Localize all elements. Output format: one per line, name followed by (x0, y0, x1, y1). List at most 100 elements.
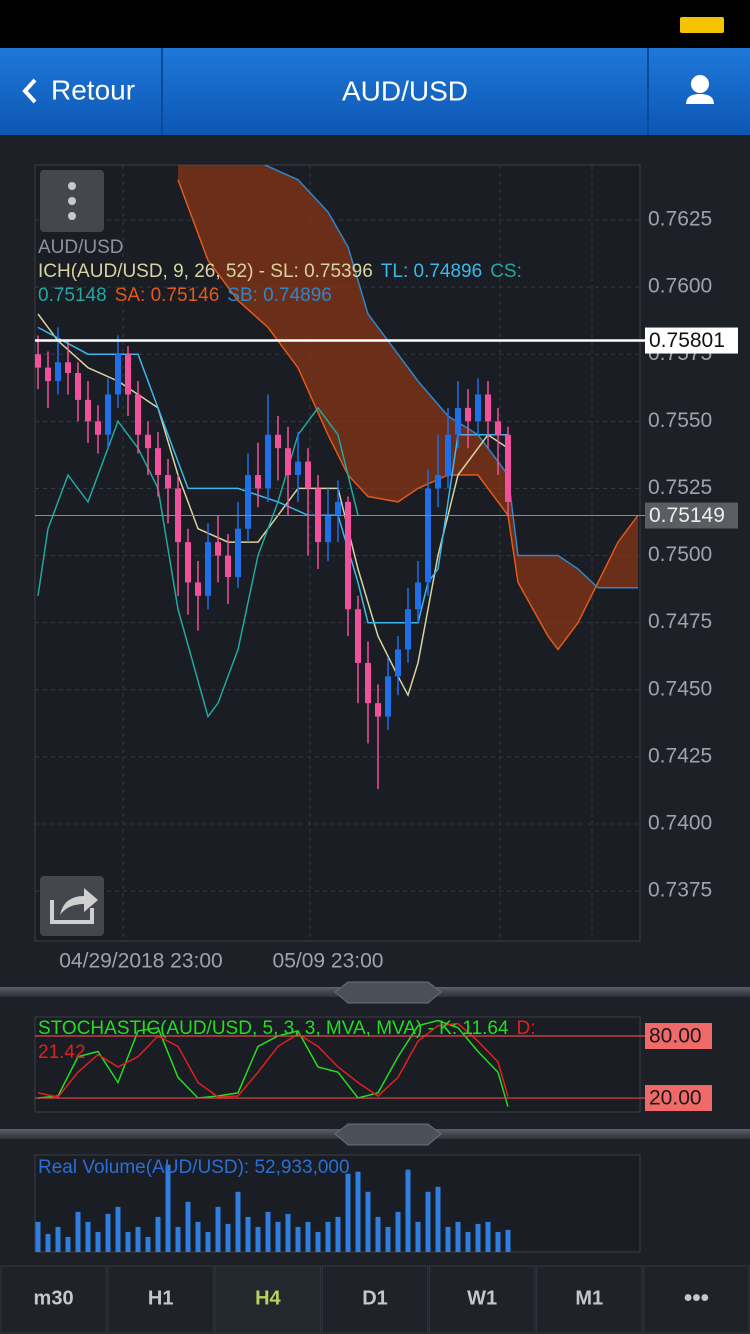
back-button[interactable]: Retour (22, 74, 135, 105)
stochastic-panel (34, 1016, 641, 1113)
candle-body (265, 434, 271, 489)
volume-bar (145, 1236, 151, 1252)
timeframe-tab[interactable]: H1 (107, 1265, 214, 1334)
candle-body (295, 461, 301, 476)
candle-body (305, 461, 311, 489)
back-label: Retour (51, 74, 135, 105)
legend-line: Real Volume(AUD/USD): 52,933,000 (38, 1157, 350, 1178)
candle-body (355, 609, 361, 663)
user-head (691, 75, 709, 93)
y-tick-label: 0.7525 (648, 476, 712, 499)
plot-overlay: 0.76250.76000.75750.75500.75250.75000.74… (35, 208, 738, 973)
tab-label: D1 (362, 1287, 388, 1309)
candle-body (205, 542, 211, 596)
candle-body (405, 609, 411, 650)
volume-bar (415, 1221, 421, 1252)
symbol-label: AUD/USD (38, 237, 124, 258)
volume-bar (315, 1231, 321, 1252)
plot (35, 1164, 511, 1252)
candle-body (425, 488, 431, 583)
tab-bg (321, 1265, 429, 1334)
legend-text: CS: (490, 261, 522, 282)
candle-body (145, 434, 151, 449)
candle-body (365, 662, 371, 704)
volume-bar (185, 1201, 191, 1252)
nav-bar (0, 48, 750, 135)
candle-body (55, 362, 61, 382)
legend-text: ICH(AUD/USD, 9, 26, 52) - SL: 0.75396 (38, 261, 373, 282)
candle-body (445, 434, 451, 476)
candle-body (435, 475, 441, 489)
volume-bar (35, 1221, 41, 1252)
x-tick-label: 05/09 23:00 (273, 950, 384, 973)
candle-body (335, 501, 341, 516)
legend-text: D: (517, 1018, 536, 1039)
volume-bar (375, 1216, 381, 1252)
user-body (686, 94, 714, 104)
plots: 0.76250.76000.75750.75500.75250.75000.74… (35, 165, 738, 1252)
legend-line: STOCHASTIC(AUD/USD, 5, 3, 3, MVA, MVA) -… (38, 1018, 536, 1039)
candle-body (85, 399, 91, 422)
tab-bg (107, 1265, 214, 1334)
volume-bar (95, 1231, 101, 1252)
candle-body (35, 354, 41, 368)
tab-label: W1 (467, 1287, 497, 1309)
timeframe-tab[interactable]: ••• (643, 1265, 750, 1334)
candle-body (215, 542, 221, 556)
volume-bar (195, 1221, 201, 1252)
candle-body (385, 676, 391, 717)
candle-body (465, 407, 471, 422)
timeframe-tab[interactable]: M1 (536, 1265, 643, 1334)
menu-button[interactable] (40, 170, 104, 232)
candle-body (245, 475, 251, 529)
volume-bar (365, 1191, 371, 1252)
timeframe-tab[interactable]: m30 (0, 1265, 107, 1334)
legend-line: 21.42 (38, 1042, 86, 1063)
legend-text: 21.42 (38, 1042, 86, 1063)
candle-body (505, 434, 511, 502)
volume-bar (115, 1206, 121, 1252)
y-tick-label: 0.7625 (648, 208, 712, 231)
level-label-bg (645, 1023, 712, 1050)
share-bg (40, 876, 104, 936)
tab-label: ••• (684, 1284, 709, 1311)
volume-bar (505, 1229, 511, 1252)
volume-bar (345, 1173, 351, 1252)
level-label-bg (645, 1085, 712, 1112)
share-button[interactable] (40, 876, 104, 936)
volume-bar (255, 1226, 261, 1252)
tab-bg (0, 1265, 107, 1334)
candle-body (475, 394, 481, 422)
volume-bar (245, 1216, 251, 1252)
oscillator-line (37, 1022, 509, 1098)
timeframe-tab[interactable]: W1 (429, 1265, 536, 1334)
price-label-bg (645, 327, 738, 354)
tab-bg (214, 1265, 321, 1334)
volume-bar (265, 1211, 271, 1252)
timeframe-tab[interactable]: D1 (321, 1265, 429, 1334)
volume-bar (205, 1231, 211, 1252)
legend-text: TL: 0.74896 (381, 261, 482, 282)
volume-bar (165, 1164, 171, 1252)
candle-body (485, 394, 491, 422)
volume-bar (285, 1213, 291, 1252)
volume-bar (305, 1221, 311, 1252)
splitter[interactable] (0, 981, 750, 1004)
candle-body (105, 394, 111, 435)
candle-body (285, 448, 291, 476)
volume-bar (445, 1226, 451, 1252)
candle-body (75, 373, 81, 400)
volume-bar (65, 1236, 71, 1252)
splitter[interactable] (0, 1123, 750, 1146)
timeframe-tab[interactable]: H4 (214, 1265, 321, 1334)
volume-bar (335, 1216, 341, 1252)
splitter-handle (334, 1123, 442, 1146)
volume-bar (155, 1216, 161, 1252)
tab-label: H4 (255, 1287, 281, 1309)
dot (68, 212, 76, 220)
volume-bar (295, 1226, 301, 1252)
candle-body (195, 582, 201, 596)
splitter-handle (334, 981, 442, 1004)
user-button[interactable] (686, 75, 714, 104)
